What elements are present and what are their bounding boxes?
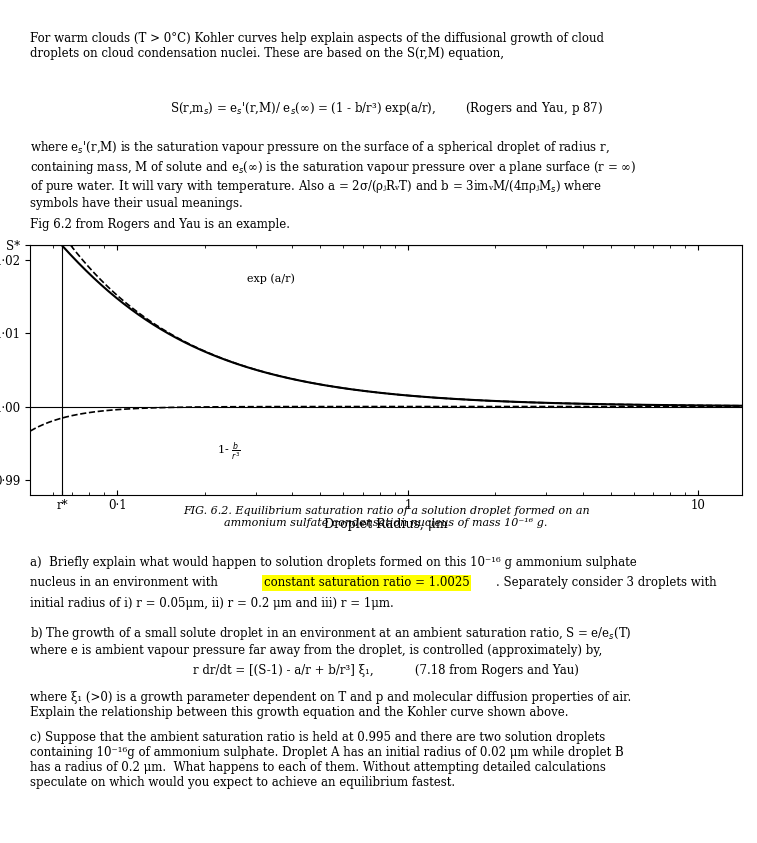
Text: nucleus in an environment with: nucleus in an environment with [30,577,222,589]
Text: where e$_s$'(r,M) is the saturation vapour pressure on the surface of a spherica: where e$_s$'(r,M) is the saturation vapo… [30,139,637,210]
Text: For warm clouds (T > 0°C) Kohler curves help explain aspects of the diffusional : For warm clouds (T > 0°C) Kohler curves … [30,32,604,60]
Text: c) Suppose that the ambient saturation ratio is held at 0.995 and there are two : c) Suppose that the ambient saturation r… [30,731,624,788]
Text: b) The growth of a small solute droplet in an environment at an ambient saturati: b) The growth of a small solute droplet … [30,626,632,658]
Text: FIG. 6.2. Equilibrium saturation ratio of a solution droplet formed on an
ammoni: FIG. 6.2. Equilibrium saturation ratio o… [182,507,590,528]
Text: Fig 6.2 from Rogers and Yau is an example.: Fig 6.2 from Rogers and Yau is an exampl… [30,217,290,231]
Text: 1- $\frac{b}{r^3}$: 1- $\frac{b}{r^3}$ [217,440,241,463]
Text: initial radius of i) r = 0.05μm, ii) r = 0.2 μm and iii) r = 1μm.: initial radius of i) r = 0.05μm, ii) r =… [30,597,394,609]
Text: constant saturation ratio = 1.0025: constant saturation ratio = 1.0025 [263,577,469,589]
Text: a)  Briefly explain what would happen to solution droplets formed on this 10⁻¹⁶ : a) Briefly explain what would happen to … [30,556,637,569]
Text: r dr/dt = [(S-1) - a/r + b/r³] ξ₁,           (7.18 from Rogers and Yau): r dr/dt = [(S-1) - a/r + b/r³] ξ₁, (7.18… [193,663,579,677]
Text: . Separately consider 3 droplets with: . Separately consider 3 droplets with [497,577,717,589]
Text: exp (a/r): exp (a/r) [248,273,295,284]
X-axis label: Droplet Radius, μm: Droplet Radius, μm [324,518,448,531]
Text: where ξ₁ (>0) is a growth parameter dependent on T and p and molecular diffusion: where ξ₁ (>0) is a growth parameter depe… [30,691,631,719]
Text: S(r,m$_s$) = e$_s$'(r,M)/ e$_s$(∞) = (1 - b/r³) exp(a/r),        (Rogers and Yau: S(r,m$_s$) = e$_s$'(r,M)/ e$_s$(∞) = (1 … [170,99,603,117]
